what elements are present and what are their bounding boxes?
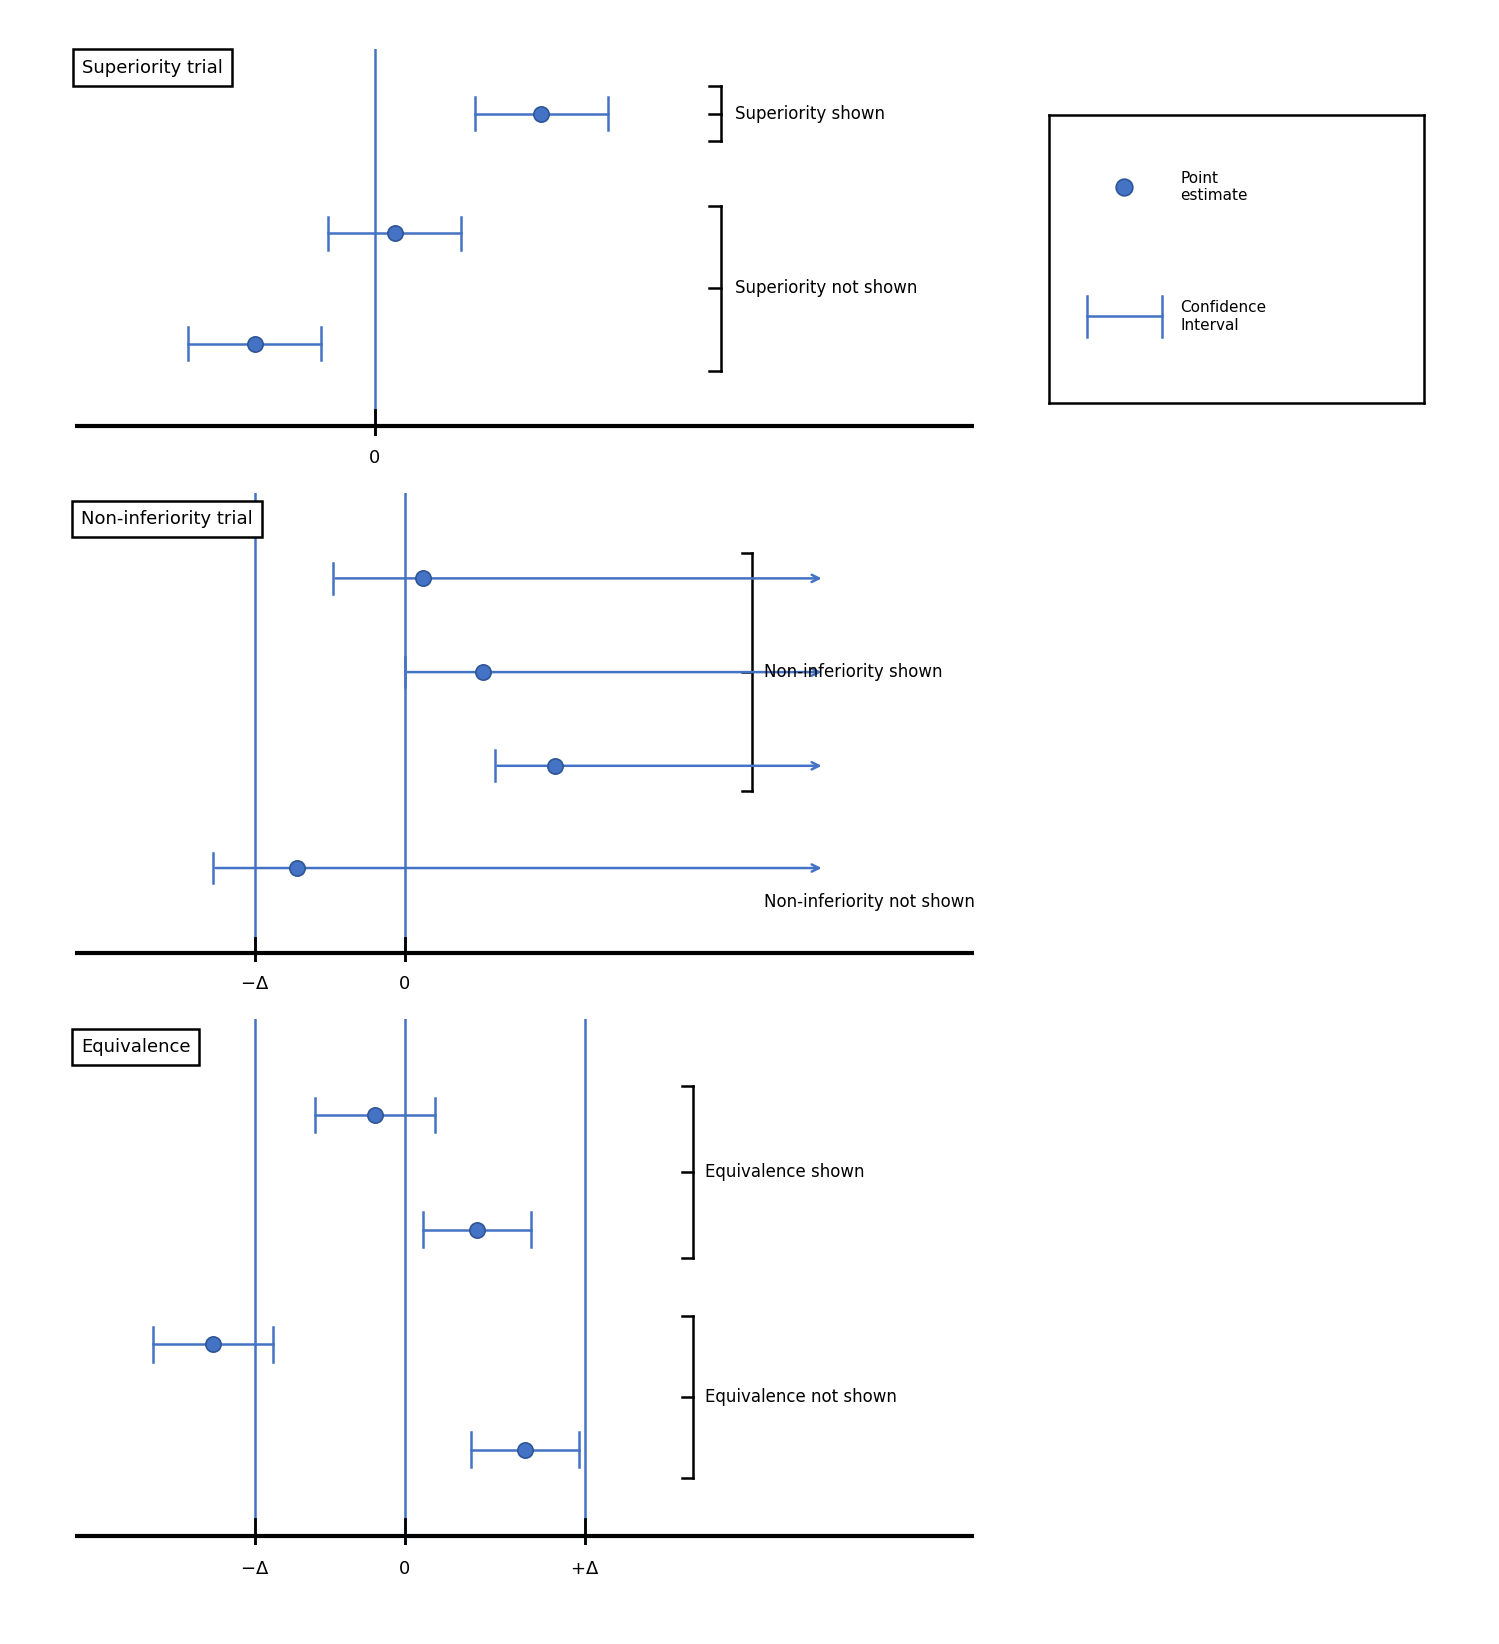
Text: Equivalence: Equivalence <box>81 1039 190 1057</box>
Text: Confidence
Interval: Confidence Interval <box>1180 301 1267 332</box>
Text: 0: 0 <box>399 1560 411 1578</box>
Text: Non-inferiority not shown: Non-inferiority not shown <box>764 893 976 911</box>
Text: Point
estimate: Point estimate <box>1180 171 1249 204</box>
Text: Non-inferiority shown: Non-inferiority shown <box>764 663 943 681</box>
Text: Equivalence not shown: Equivalence not shown <box>705 1388 896 1406</box>
Text: $-\Delta$: $-\Delta$ <box>240 975 270 993</box>
Text: Superiority not shown: Superiority not shown <box>735 279 917 298</box>
Text: Superiority trial: Superiority trial <box>81 59 222 77</box>
Text: $+\Delta$: $+\Delta$ <box>570 1560 600 1578</box>
Text: Superiority shown: Superiority shown <box>735 105 884 123</box>
Text: 0: 0 <box>399 975 411 993</box>
Text: Non-inferiority trial: Non-inferiority trial <box>81 510 253 528</box>
Text: 0: 0 <box>369 449 381 467</box>
Text: $-\Delta$: $-\Delta$ <box>240 1560 270 1578</box>
Text: Equivalence shown: Equivalence shown <box>705 1164 863 1182</box>
